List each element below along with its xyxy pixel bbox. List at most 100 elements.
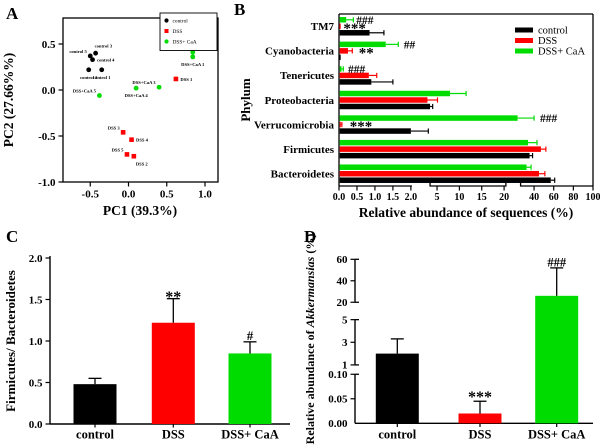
bar [339, 103, 431, 110]
y-tick-label: 0.10 [328, 369, 348, 381]
point-label: DSS+CaA 5 [73, 89, 97, 94]
bar [73, 384, 117, 424]
x-tick-label: 0.0 [122, 189, 136, 201]
data-point [131, 153, 137, 159]
bar [339, 30, 370, 36]
bar [339, 146, 541, 152]
legend-label: DSS+ CaA [173, 40, 197, 46]
y-axis-label: Relative abundance of Akkermansias (%) [303, 234, 317, 445]
significance-annotation: ### [540, 113, 558, 125]
y-tick-label: 5 [342, 314, 348, 326]
category-label: Bacteroidetes [271, 169, 335, 181]
bar [339, 48, 348, 54]
point-label: DSS 3 [108, 125, 121, 130]
data-point [97, 93, 102, 98]
y-tick-label: 0.0 [29, 419, 43, 431]
legend-swatch [515, 48, 533, 54]
x-tick-label: 80 [568, 192, 578, 203]
significance-annotation: *** [350, 119, 373, 135]
x-tick-label: 0.5 [160, 189, 174, 201]
point-label: DSS 1 [180, 77, 193, 82]
bar [339, 17, 347, 23]
significance-annotation: # [247, 328, 254, 343]
bar [339, 139, 529, 146]
y-tick-label: 1.0 [29, 336, 43, 348]
category-label: DSS [469, 428, 492, 442]
legend-marker [164, 39, 169, 44]
category-label: DSS [162, 428, 185, 442]
panel-letter-b: B [234, 0, 246, 19]
data-point [173, 76, 179, 82]
significance-annotation: ### [356, 15, 374, 27]
y-tick-label: 3 [342, 337, 348, 349]
data-point [124, 152, 130, 157]
legend-swatch [515, 27, 533, 33]
x-tick-label: 100 [586, 192, 600, 203]
y-tick-label: 20 [337, 297, 349, 309]
significance-annotation: *** [468, 389, 492, 406]
x-tick-label: 40 [529, 192, 539, 203]
y-tick-label: -1.0 [38, 177, 56, 189]
data-point [90, 57, 95, 63]
data-point [156, 84, 162, 90]
data-point [120, 130, 126, 135]
y-tick-label: 0.0 [42, 85, 56, 97]
bar [339, 72, 369, 79]
significance-annotation: *** [343, 21, 366, 37]
category-label: control [378, 428, 416, 442]
data-point [129, 137, 134, 142]
point-label: control 5 [69, 49, 87, 54]
x-tick-label: 1.5 [387, 192, 400, 203]
bar [339, 79, 372, 85]
x-axis-segment [519, 182, 593, 187]
y-tick-label: -0.5 [38, 131, 56, 143]
data-point [87, 53, 93, 59]
category-label: control [76, 428, 114, 442]
significance-annotation: ## [404, 39, 416, 51]
bar [375, 353, 419, 424]
bar [339, 170, 539, 177]
x-tick-label: 20 [499, 192, 509, 203]
category-label: Verrucomicrobia [254, 119, 335, 131]
point-label: DSS+CaA 4 [125, 93, 149, 98]
panel-letter-c: C [6, 227, 19, 246]
akkermansia-abundance-chart: 0.05 0.101 3 5 20 40 60 0.00 control DSS DSS+ CaA *… [303, 234, 593, 445]
point-label: control 4 [97, 58, 115, 63]
y-tick-label: 0.05 [328, 394, 348, 406]
y-tick-label: 1 [342, 360, 348, 372]
y-axis-label: Phylum [238, 78, 253, 122]
data-point [86, 67, 92, 73]
bar [339, 66, 342, 72]
significance-annotation: ** [359, 45, 374, 61]
legend-label: DSS+ CaA [538, 47, 585, 58]
x-tick-label: 5 [435, 192, 440, 203]
y-axis-label: PC2 (27.66%%) [1, 53, 16, 148]
bar [339, 128, 411, 134]
point-label: DSS+CaA 3 [132, 80, 156, 85]
bar [458, 413, 502, 424]
category-label: TM7 [311, 21, 335, 33]
point-label: control 1 [93, 75, 111, 80]
legend-marker [164, 29, 169, 33]
x-tick-label: 1.0 [198, 189, 212, 201]
x-tick-label: 15 [477, 192, 487, 203]
bar [535, 295, 579, 424]
data-point [190, 49, 196, 55]
y-tick-label: 0.00 [328, 418, 348, 430]
x-tick-label: -0.5 [82, 189, 100, 201]
x-tick-label: 0.5 [351, 192, 364, 203]
point-label: DSS 4 [136, 138, 149, 143]
point-label: DSS 2 [136, 162, 149, 167]
category-label: DSS+ CaA [221, 428, 278, 442]
point-label: control 2 [80, 75, 98, 80]
legend-swatch [515, 38, 533, 43]
y-axis-label: Firmicutes/ Bacteroidetes [3, 270, 18, 412]
panel-letter-a: A [6, 4, 19, 23]
y-tick-label: 0.5 [29, 377, 43, 389]
bar [339, 97, 428, 103]
significance-annotation: ** [165, 289, 181, 306]
y-tick-label: 0.5 [42, 39, 56, 51]
bar [339, 177, 551, 183]
data-point [99, 67, 105, 73]
y-tick-label: 60 [337, 254, 349, 266]
